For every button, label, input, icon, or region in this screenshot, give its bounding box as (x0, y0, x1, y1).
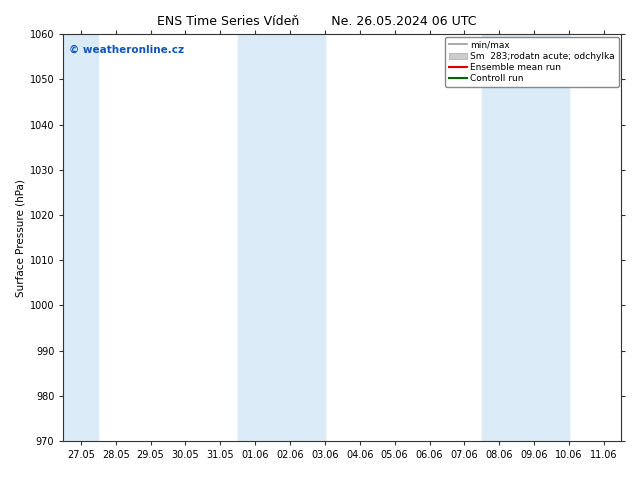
Y-axis label: Surface Pressure (hPa): Surface Pressure (hPa) (16, 179, 25, 296)
Legend: min/max, Sm  283;rodatn acute; odchylka, Ensemble mean run, Controll run: min/max, Sm 283;rodatn acute; odchylka, … (445, 37, 619, 87)
Text: ENS Time Series Vídeň        Ne. 26.05.2024 06 UTC: ENS Time Series Vídeň Ne. 26.05.2024 06 … (157, 15, 477, 28)
Bar (63, 34, 98, 441)
Bar (238, 34, 325, 441)
Text: © weatheronline.cz: © weatheronline.cz (69, 45, 184, 54)
Bar (482, 34, 569, 441)
